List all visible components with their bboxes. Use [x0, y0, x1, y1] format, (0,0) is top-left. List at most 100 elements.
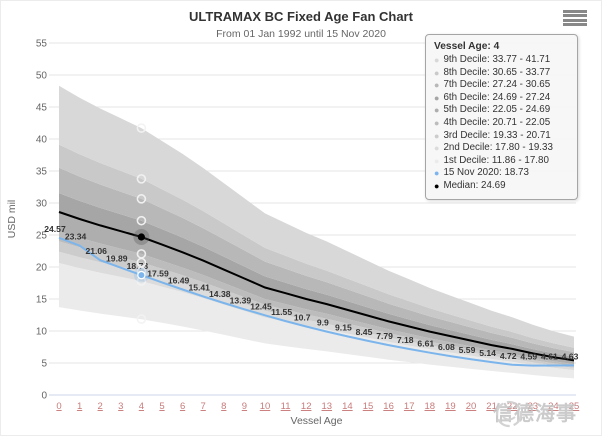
data-label: 5.14	[479, 348, 496, 358]
tooltip-row-text: 15 Nov 2020: 18.73	[443, 167, 529, 179]
tooltip-row: ● 8th Decile: 30.65 - 33.77	[434, 67, 569, 80]
x-tick-label-14[interactable]: 14	[342, 401, 353, 412]
series-bullet-icon: ●	[434, 130, 440, 141]
x-tick-label-6[interactable]: 6	[180, 401, 185, 412]
tooltip-title: Vessel Age: 4	[434, 41, 500, 52]
tooltip-row-text: 1st Decile: 11.86 - 17.80	[443, 154, 549, 166]
hamburger-menu-icon	[563, 22, 587, 26]
chart-subtitle: From 01 Jan 1992 until 15 Nov 2020	[216, 28, 386, 40]
x-tick-label-22[interactable]: 22	[507, 401, 518, 412]
x-tick-label-1[interactable]: 1	[77, 401, 82, 412]
data-label: 13.39	[230, 295, 252, 305]
chart-context-menu-button[interactable]	[563, 9, 587, 27]
x-tick-label-24[interactable]: 24	[548, 401, 559, 412]
tooltip-row-text: 7th Decile: 27.24 - 30.65	[443, 79, 551, 91]
decile-hover-marker	[136, 123, 147, 133]
data-label: 7.79	[376, 331, 393, 341]
x-tick-label-19[interactable]: 19	[445, 401, 456, 412]
series-bullet-icon: ●	[434, 180, 440, 191]
y-tick-label: 10	[36, 327, 48, 338]
median-dot	[137, 233, 145, 241]
tooltip-row-text: 3rd Decile: 19.33 - 20.71	[443, 129, 551, 141]
decile-hover-marker	[136, 215, 147, 226]
series-bullet-icon: ●	[434, 168, 440, 179]
tooltip-row-text: 6th Decile: 24.69 - 27.24	[443, 91, 551, 103]
chart-title: ULTRAMAX BC Fixed Age Fan Chart	[189, 9, 413, 24]
x-tick-label-13[interactable]: 13	[322, 401, 333, 412]
x-tick-label-20[interactable]: 20	[466, 401, 477, 412]
data-label: 12.45	[250, 301, 272, 311]
x-tick-label-17[interactable]: 17	[404, 401, 415, 412]
x-tick-label-4[interactable]: 4	[139, 401, 144, 412]
x-tick-label-9[interactable]: 9	[242, 401, 247, 412]
x-tick-label-7[interactable]: 7	[201, 401, 206, 412]
tooltip-row-text: 9th Decile: 33.77 - 41.71	[443, 54, 551, 65]
x-tick-label-16[interactable]: 16	[383, 401, 394, 412]
data-label: 5.59	[459, 345, 476, 355]
data-label: 6.08	[438, 342, 455, 352]
y-tick-label: 55	[36, 39, 48, 50]
tooltip-row: ● 5th Decile: 22.05 - 24.69	[434, 104, 569, 117]
y-tick-label: 20	[36, 263, 48, 274]
y-tick-label: 35	[36, 167, 48, 178]
x-tick-label-2[interactable]: 2	[98, 401, 103, 412]
tooltip: Vessel Age: 4 ● 9th Decile: 33.77 - 41.71…	[425, 34, 578, 200]
x-tick-label-11[interactable]: 11	[281, 401, 291, 412]
data-label: 9.9	[317, 318, 329, 328]
x-tick-label-25[interactable]: 25	[569, 401, 580, 412]
decile-band-9th-decile	[59, 85, 574, 348]
data-label: 8.45	[356, 327, 373, 337]
tooltip-row: ● 4th Decile: 20.71 - 22.05	[434, 117, 569, 130]
data-label: 4.59	[520, 352, 537, 362]
tooltip-row-text: Median: 24.69	[443, 179, 506, 191]
x-tick-label-8[interactable]: 8	[221, 401, 226, 412]
y-tick-label: 50	[36, 71, 48, 82]
data-label: 15.41	[188, 282, 210, 292]
x-tick-label-15[interactable]: 15	[363, 401, 374, 412]
tooltip-row-text: 2nd Decile: 17.80 - 19.33	[443, 142, 553, 154]
x-tick-label-10[interactable]: 10	[260, 401, 271, 412]
decile-hover-marker	[136, 314, 147, 324]
x-tick-label-12[interactable]: 12	[301, 401, 312, 412]
x-tick-label-23[interactable]: 23	[528, 401, 539, 412]
tooltip-row: ● Median: 24.69	[434, 180, 569, 193]
median-line	[58, 211, 575, 362]
data-label: 16.49	[168, 275, 190, 285]
tooltip-row-text: 8th Decile: 30.65 - 33.77	[443, 66, 551, 78]
data-label: 14.38	[209, 289, 231, 299]
y-tick-label: 5	[41, 359, 47, 370]
series-bullet-icon: ●	[434, 80, 440, 91]
y-tick-label: 30	[36, 199, 48, 210]
x-tick-label-0[interactable]: 0	[56, 401, 61, 412]
y-tick-label: 40	[36, 135, 48, 146]
tooltip-row-text: 4th Decile: 20.71 - 22.05	[443, 116, 551, 128]
x-tick-label-21[interactable]: 21	[486, 401, 497, 412]
data-label: 21.06	[85, 246, 107, 256]
decile-hover-marker	[136, 174, 147, 184]
tooltip-row: ● 1st Decile: 11.86 - 17.80	[434, 155, 569, 168]
data-label: 11.55	[271, 307, 292, 317]
tooltip-row: ● 3rd Decile: 19.33 - 20.71	[434, 130, 569, 143]
data-label: 23.34	[65, 232, 87, 242]
data-label: 10.7	[294, 313, 311, 323]
decile-band-1st-decile	[59, 263, 574, 379]
y-tick-label: 45	[36, 103, 48, 114]
tooltip-row: ● 6th Decile: 24.69 - 27.24	[434, 92, 569, 105]
data-label: 24.57	[44, 224, 66, 234]
x-tick-label-18[interactable]: 18	[425, 401, 436, 412]
x-tick-label-5[interactable]: 5	[159, 401, 164, 412]
hamburger-menu-icon	[563, 10, 587, 13]
series-bullet-icon: ●	[434, 155, 440, 166]
data-label: 6.61	[417, 339, 434, 349]
x-axis-title: Vessel Age	[291, 415, 343, 427]
data-label: 19.89	[106, 254, 128, 264]
series-bullet-icon: ●	[434, 67, 440, 78]
data-label: 7.18	[397, 335, 414, 345]
y-tick-label: 0	[41, 391, 47, 402]
hamburger-menu-icon	[563, 14, 587, 18]
series-bullet-icon: ●	[434, 92, 440, 103]
x-tick-label-3[interactable]: 3	[118, 401, 123, 412]
current-dot	[137, 270, 146, 280]
tooltip-row-text: 5th Decile: 22.05 - 24.69	[443, 104, 551, 116]
